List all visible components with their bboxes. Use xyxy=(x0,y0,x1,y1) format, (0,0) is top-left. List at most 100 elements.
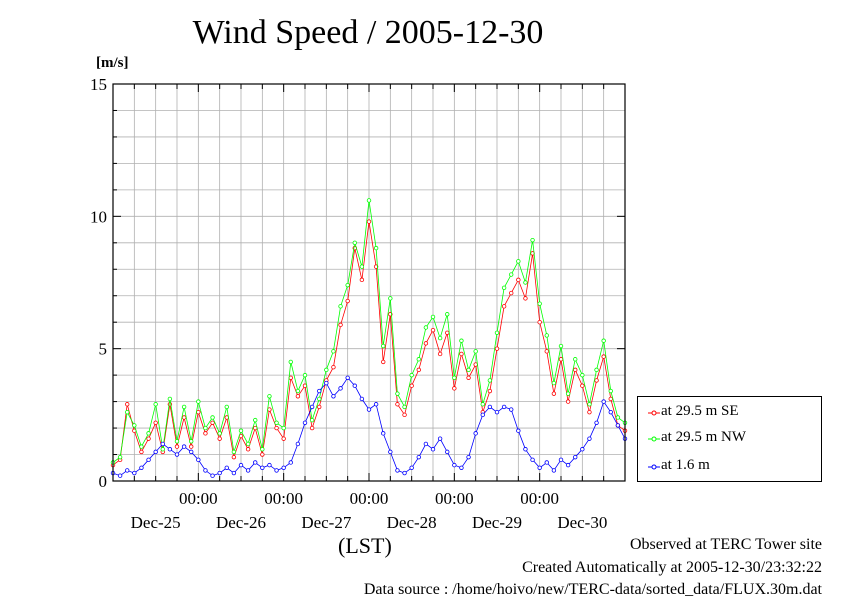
legend-label-1-6m: at 1.6 m xyxy=(661,457,710,473)
data-point xyxy=(181,444,187,449)
data-point xyxy=(594,420,599,425)
data-point xyxy=(139,444,144,449)
data-point xyxy=(445,312,450,317)
data-point xyxy=(338,322,343,328)
data-point xyxy=(373,402,379,407)
data-point xyxy=(224,404,229,410)
data-point xyxy=(189,439,194,444)
data-point xyxy=(317,396,322,402)
data-point xyxy=(245,468,251,473)
data-point xyxy=(615,415,621,420)
data-point xyxy=(139,449,144,455)
footer-observed: Observed at TERC Tower site xyxy=(629,536,822,553)
data-point xyxy=(608,388,613,394)
data-point xyxy=(146,436,151,441)
data-point xyxy=(501,404,507,410)
data-point xyxy=(309,404,315,410)
data-point xyxy=(217,470,222,476)
data-point xyxy=(345,282,350,288)
data-point xyxy=(345,298,350,304)
x-time-label: 00:00 xyxy=(264,489,303,508)
data-point xyxy=(551,380,557,386)
data-point xyxy=(117,473,123,478)
data-point xyxy=(331,349,336,354)
data-point xyxy=(409,465,414,470)
data-point xyxy=(359,396,365,402)
data-point xyxy=(174,452,180,457)
data-point xyxy=(196,409,201,415)
data-point xyxy=(125,409,130,415)
x-axis-label: (LST) xyxy=(338,533,392,558)
data-point xyxy=(132,423,137,428)
data-point xyxy=(537,301,542,306)
data-point xyxy=(573,357,578,362)
data-point xyxy=(181,415,187,420)
data-point xyxy=(139,465,144,470)
data-point xyxy=(260,447,265,452)
data-point xyxy=(210,415,215,420)
data-point xyxy=(160,447,165,452)
data-point xyxy=(388,296,393,301)
data-point xyxy=(523,296,528,301)
legend-label-nw: at 29.5 m NW xyxy=(661,429,746,445)
data-point xyxy=(352,240,357,245)
data-point xyxy=(565,399,571,404)
data-point xyxy=(530,457,535,463)
data-point xyxy=(395,402,400,407)
data-point xyxy=(295,394,301,399)
data-point xyxy=(395,391,400,396)
data-point xyxy=(587,409,592,415)
data-point xyxy=(338,386,343,391)
data-point xyxy=(501,285,507,290)
data-point xyxy=(317,404,322,410)
data-point xyxy=(494,330,500,335)
data-point xyxy=(253,460,258,465)
data-point xyxy=(509,290,514,296)
data-point xyxy=(466,375,471,380)
data-point xyxy=(544,349,549,354)
data-point xyxy=(565,391,571,396)
data-point xyxy=(132,470,137,476)
data-point xyxy=(452,375,457,380)
data-point xyxy=(587,436,592,441)
data-point xyxy=(345,375,350,380)
chart-title: Wind Speed / 2005-12-30 xyxy=(192,14,544,51)
data-point xyxy=(260,465,265,470)
data-point xyxy=(153,402,158,407)
data-point xyxy=(445,330,450,335)
data-point xyxy=(573,454,578,460)
data-point xyxy=(437,351,443,357)
data-point xyxy=(274,468,279,473)
data-point xyxy=(402,470,407,476)
y-tick-label: 5 xyxy=(99,340,108,359)
x-day-label: Dec-29 xyxy=(472,513,522,532)
data-point xyxy=(437,335,443,341)
data-point xyxy=(580,447,585,452)
data-point xyxy=(430,327,436,333)
data-point xyxy=(395,468,400,473)
data-point xyxy=(466,367,471,373)
data-point xyxy=(530,237,535,243)
data-point xyxy=(295,441,301,447)
data-point xyxy=(295,388,301,394)
data-point xyxy=(388,449,393,455)
data-point xyxy=(594,378,599,383)
data-point xyxy=(267,394,272,399)
data-point xyxy=(381,359,386,365)
data-point xyxy=(423,341,429,346)
data-point xyxy=(302,420,308,425)
data-point xyxy=(309,425,315,431)
data-point xyxy=(125,402,130,407)
footer-source: Data source : /home/hoivo/new/TERC-data/… xyxy=(363,581,822,598)
data-point xyxy=(359,264,365,269)
data-point xyxy=(445,449,450,455)
x-time-label: 00:00 xyxy=(350,489,389,508)
data-point xyxy=(288,359,293,365)
data-point xyxy=(452,462,457,468)
data-point xyxy=(231,454,237,460)
legend-marker-nw xyxy=(648,436,660,442)
data-point xyxy=(125,468,130,473)
data-point xyxy=(359,277,365,283)
data-point xyxy=(160,441,165,447)
